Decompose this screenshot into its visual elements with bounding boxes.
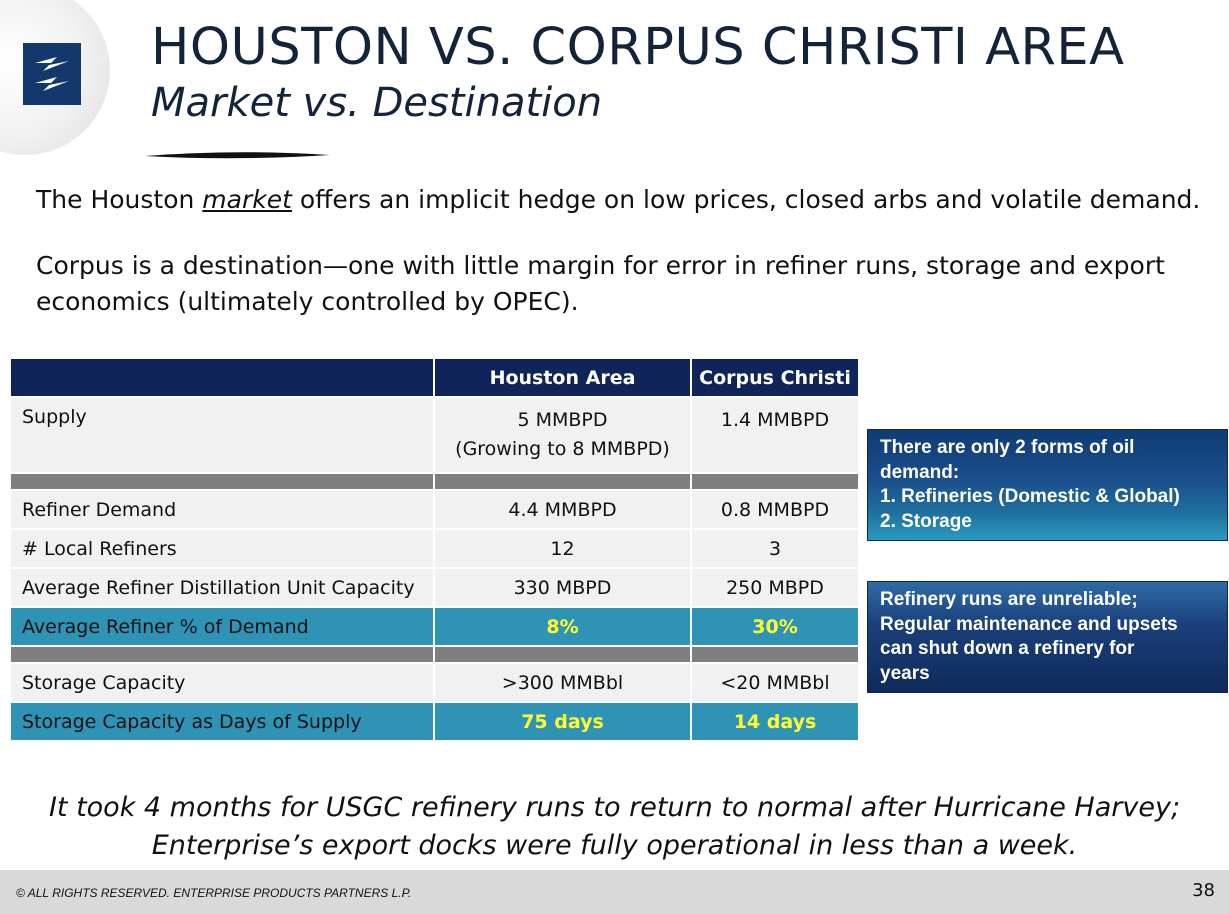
- corpus-value: 0.8 MMBPD: [690, 489, 860, 530]
- corpus-value: <20 MMBbl: [690, 662, 860, 703]
- corpus-value: 1.4 MMBPD: [690, 396, 860, 474]
- intro-paragraph-2: Corpus is a destination—one with little …: [36, 251, 1165, 316]
- table-row-supply: Supply 5 MMBPD (Growing to 8 MMBPD) 1.4 …: [9, 396, 860, 474]
- table-row-avg-pct-demand: Average Refiner % of Demand 8% 30%: [9, 606, 860, 647]
- callout-oil-demand: There are only 2 forms of oil demand: 1.…: [867, 429, 1228, 541]
- houston-value: >300 MMBbl: [433, 662, 692, 703]
- row-label: Supply: [9, 396, 435, 474]
- houston-value: 4.4 MMBPD: [433, 489, 692, 530]
- houston-value: 12: [433, 528, 692, 569]
- houston-value: 75 days: [433, 701, 692, 742]
- table-row-storage-days: Storage Capacity as Days of Supply 75 da…: [9, 701, 860, 742]
- houston-value: 5 MMBPD (Growing to 8 MMBPD): [433, 396, 692, 474]
- table-separator: [9, 645, 860, 664]
- corpus-value: 3: [690, 528, 860, 569]
- row-label: Storage Capacity as Days of Supply: [9, 701, 435, 742]
- bottom-note-line-2: Enterprise’s export docks were fully ope…: [151, 830, 1078, 861]
- row-label: Average Refiner % of Demand: [9, 606, 435, 647]
- table-separator: [9, 472, 860, 491]
- page-title: HOUSTON VS. CORPUS CHRISTI AREA: [151, 18, 1125, 77]
- intro-paragraph-1: The Houston market offers an implicit he…: [36, 185, 1201, 214]
- table-row-storage-capacity: Storage Capacity >300 MMBbl <20 MMBbl: [9, 662, 860, 703]
- copyright-notice: © ALL RIGHTS RESERVED. ENTERPRISE PRODUC…: [16, 886, 412, 900]
- market-emphasis: market: [202, 185, 292, 214]
- table-header-row: Houston Area Corpus Christi: [9, 357, 860, 398]
- header-houston: Houston Area: [433, 357, 692, 398]
- table-row-refiner-demand: Refiner Demand 4.4 MMBPD 0.8 MMBPD: [9, 489, 860, 530]
- callout-refinery-runs: Refinery runs are unreliable; Regular ma…: [867, 581, 1228, 693]
- houston-value: 8%: [433, 606, 692, 647]
- page-subtitle: Market vs. Destination: [151, 80, 603, 126]
- comparison-table: Houston Area Corpus Christi Supply 5 MMB…: [9, 357, 860, 742]
- corpus-value: 30%: [690, 606, 860, 647]
- footer-bar: [0, 870, 1229, 914]
- row-label: Storage Capacity: [9, 662, 435, 703]
- enterprise-logo-icon: [23, 43, 81, 105]
- table-row-avg-capacity: Average Refiner Distillation Unit Capaci…: [9, 567, 860, 608]
- corpus-value: 250 MBPD: [690, 567, 860, 608]
- header-corpus: Corpus Christi: [690, 357, 860, 398]
- row-label: Average Refiner Distillation Unit Capaci…: [9, 567, 435, 608]
- title-underline-swoosh: [145, 152, 330, 159]
- corpus-value: 14 days: [690, 701, 860, 742]
- row-label: # Local Refiners: [9, 528, 435, 569]
- houston-value: 330 MBPD: [433, 567, 692, 608]
- page-number: 38: [1192, 880, 1215, 901]
- bottom-note-line-1: It took 4 months for USGC refinery runs …: [48, 792, 1181, 823]
- header-blank: [9, 357, 435, 398]
- table-row-local-refiners: # Local Refiners 12 3: [9, 528, 860, 569]
- row-label: Refiner Demand: [9, 489, 435, 530]
